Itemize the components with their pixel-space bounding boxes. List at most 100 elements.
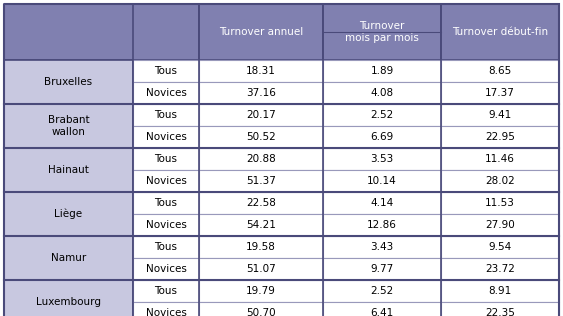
Text: 27.90: 27.90 (485, 220, 515, 230)
Bar (323, 192, 441, 214)
Bar (323, 236, 441, 258)
Text: Tous: Tous (154, 154, 177, 164)
Text: Tous: Tous (154, 286, 177, 296)
Bar (133, 258, 199, 280)
Bar (4, 236, 133, 280)
Text: 19.58: 19.58 (246, 242, 276, 252)
Text: Namur: Namur (51, 253, 86, 263)
Bar (199, 214, 323, 236)
Bar (441, 170, 559, 192)
Bar (4, 280, 133, 316)
Text: Turnover début-fin: Turnover début-fin (452, 27, 548, 37)
Text: 4.08: 4.08 (370, 88, 394, 98)
Bar (323, 126, 441, 148)
Bar (441, 60, 559, 82)
Text: 4.14: 4.14 (370, 198, 394, 208)
Text: 22.58: 22.58 (246, 198, 276, 208)
Text: 9.77: 9.77 (370, 264, 394, 274)
Text: Novices: Novices (146, 176, 186, 186)
Bar (4, 192, 133, 236)
Text: Liège: Liège (55, 209, 83, 219)
Bar (133, 60, 199, 82)
Text: 8.65: 8.65 (488, 66, 512, 76)
Bar (133, 104, 199, 126)
Bar (133, 236, 199, 258)
Bar (323, 82, 441, 104)
Text: Brabant
wallon: Brabant wallon (48, 115, 90, 137)
Text: Tous: Tous (154, 242, 177, 252)
Text: 3.43: 3.43 (370, 242, 394, 252)
Text: Tous: Tous (154, 198, 177, 208)
Bar (441, 4, 559, 60)
Bar (133, 82, 199, 104)
Text: 1.89: 1.89 (370, 66, 394, 76)
Bar (199, 60, 323, 82)
Bar (323, 280, 441, 302)
Text: 51.37: 51.37 (246, 176, 276, 186)
Text: 37.16: 37.16 (246, 88, 276, 98)
Text: 18.31: 18.31 (246, 66, 276, 76)
Text: 8.91: 8.91 (488, 286, 512, 296)
Bar (199, 4, 323, 60)
Bar (441, 280, 559, 302)
Text: 11.46: 11.46 (485, 154, 515, 164)
Bar (199, 126, 323, 148)
Text: Novices: Novices (146, 132, 186, 142)
Bar (441, 126, 559, 148)
Bar (323, 258, 441, 280)
Bar (133, 280, 199, 302)
Text: 6.41: 6.41 (370, 308, 394, 316)
Text: Novices: Novices (146, 220, 186, 230)
Text: 22.95: 22.95 (485, 132, 515, 142)
Text: 2.52: 2.52 (370, 286, 394, 296)
Text: 20.17: 20.17 (246, 110, 276, 120)
Bar (323, 214, 441, 236)
Bar (323, 60, 441, 82)
Text: Luxembourg: Luxembourg (36, 297, 101, 307)
Bar (133, 170, 199, 192)
Bar (441, 148, 559, 170)
Bar (441, 236, 559, 258)
Text: 11.53: 11.53 (485, 198, 515, 208)
Bar (199, 236, 323, 258)
Text: 9.54: 9.54 (488, 242, 512, 252)
Bar (133, 126, 199, 148)
Bar (133, 302, 199, 316)
Text: Turnover annuel: Turnover annuel (219, 27, 303, 37)
Text: 19.79: 19.79 (246, 286, 276, 296)
Bar (199, 192, 323, 214)
Text: Novices: Novices (146, 88, 186, 98)
Bar (441, 104, 559, 126)
Text: Bruxelles: Bruxelles (44, 77, 92, 87)
Bar (4, 148, 133, 192)
Text: Tous: Tous (154, 110, 177, 120)
Bar (199, 148, 323, 170)
Text: 12.86: 12.86 (367, 220, 397, 230)
Bar (199, 82, 323, 104)
Bar (323, 302, 441, 316)
Text: 28.02: 28.02 (485, 176, 515, 186)
Text: Tous: Tous (154, 66, 177, 76)
Text: Novices: Novices (146, 264, 186, 274)
Text: 50.70: 50.70 (246, 308, 276, 316)
Text: 9.41: 9.41 (488, 110, 512, 120)
Bar (323, 148, 441, 170)
Bar (441, 82, 559, 104)
Bar (441, 302, 559, 316)
Bar (323, 4, 441, 60)
Bar (133, 192, 199, 214)
Bar (441, 258, 559, 280)
Bar (323, 170, 441, 192)
Text: 22.35: 22.35 (485, 308, 515, 316)
Text: 50.52: 50.52 (246, 132, 276, 142)
Text: 6.69: 6.69 (370, 132, 394, 142)
Text: 20.88: 20.88 (246, 154, 276, 164)
Text: 17.37: 17.37 (485, 88, 515, 98)
Text: 10.14: 10.14 (367, 176, 397, 186)
Bar (199, 280, 323, 302)
Bar (133, 148, 199, 170)
Bar (199, 170, 323, 192)
Bar (133, 214, 199, 236)
Bar (4, 60, 133, 104)
Bar (441, 192, 559, 214)
